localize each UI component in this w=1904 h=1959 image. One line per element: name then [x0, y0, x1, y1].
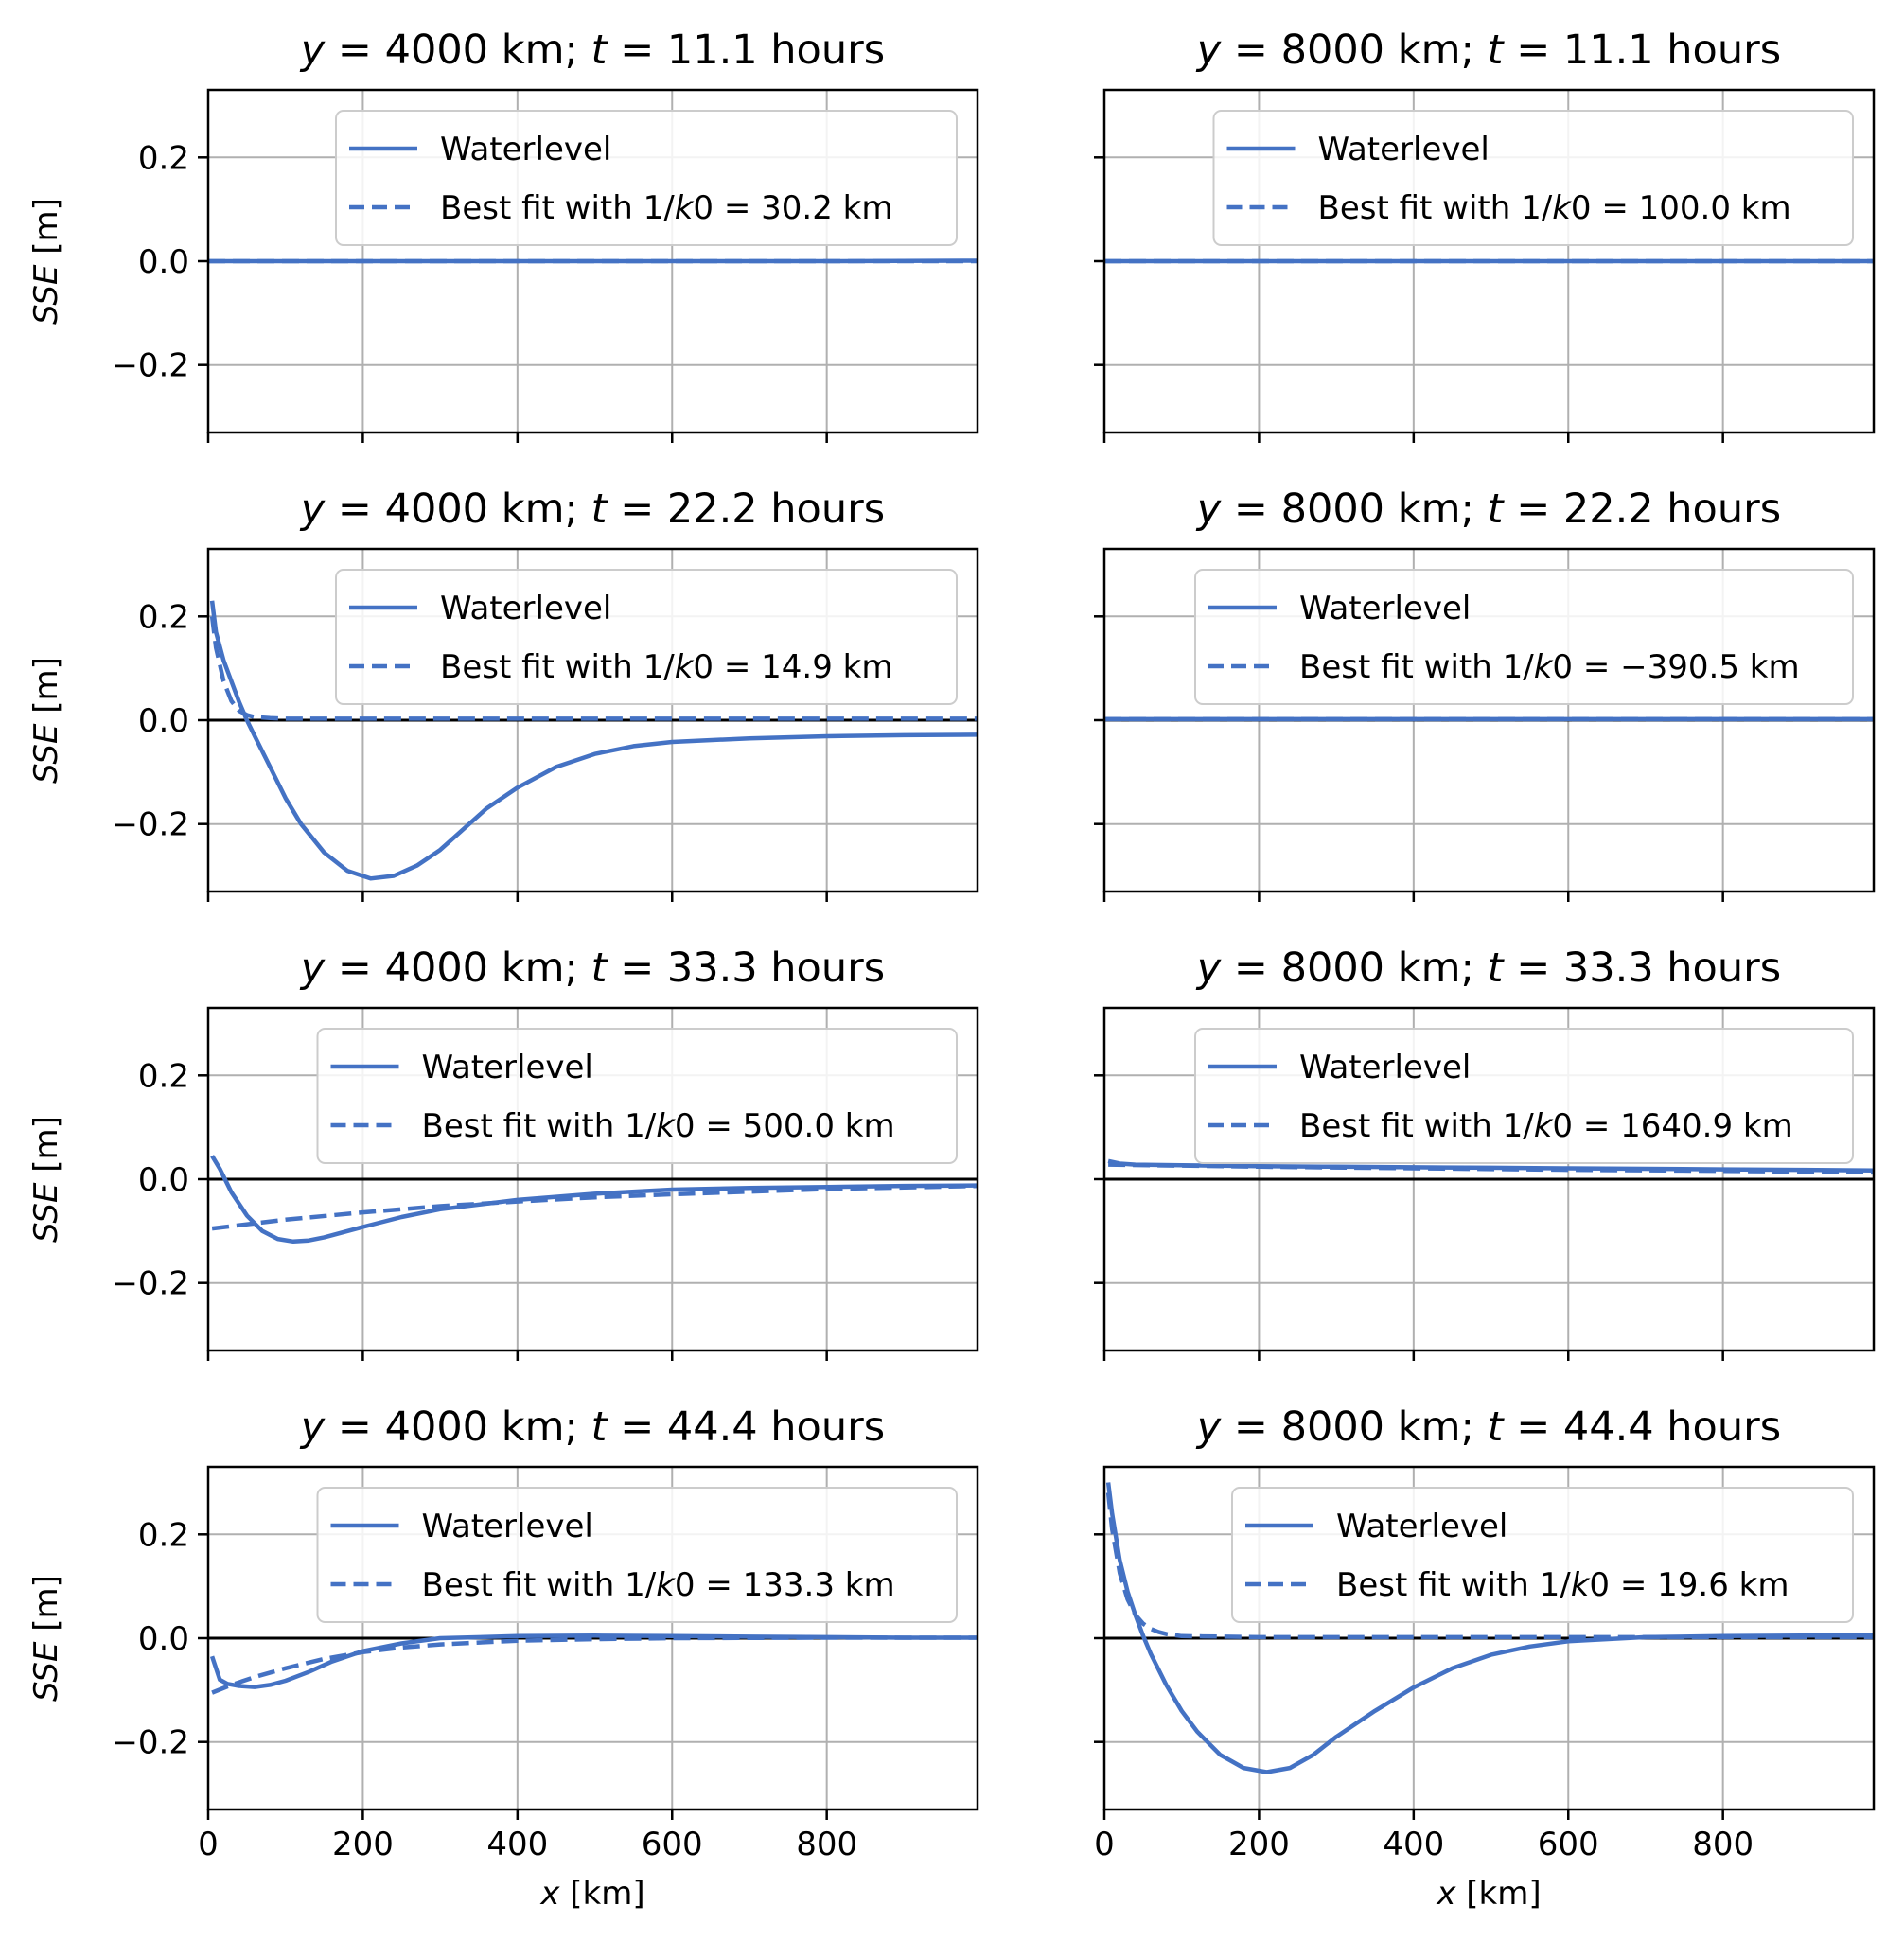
legend-box [316, 1028, 958, 1164]
y-tick-label: −0.2 [111, 1724, 189, 1762]
legend-box [1194, 569, 1854, 705]
legend-box [1212, 110, 1854, 246]
legend-entry: Waterlevel [1318, 131, 1490, 168]
legend: Waterlevel Best fit with 1/k0 = 19.6 km [1231, 1487, 1854, 1623]
x-tick-label: 200 [332, 1826, 394, 1863]
legend-entry: Best fit with 1/k0 = 19.6 km [1336, 1566, 1789, 1604]
y-tick-label: 0.0 [138, 243, 189, 281]
x-tick-label: 0 [1094, 1826, 1115, 1863]
series-bestfit-line [1105, 1492, 1874, 1640]
legend-entry: Best fit with 1/k0 = 100.0 km [1318, 189, 1791, 227]
panel-title: y = 4000 km; t = 11.1 hours [299, 26, 885, 74]
legend-entry: Waterlevel [1336, 1508, 1507, 1545]
y-axis-label: SSE [m] [27, 198, 65, 325]
panel-title: y = 8000 km; t = 11.1 hours [1195, 26, 1781, 74]
series-bestfit-line [211, 1183, 978, 1231]
legend-entry: Best fit with 1/k0 = −390.5 km [1299, 648, 1800, 686]
panel-title: y = 8000 km; t = 44.4 hours [1195, 1403, 1781, 1451]
legend: Waterlevel Best fit with 1/k0 = 14.9 km [335, 569, 958, 705]
legend-box [1194, 1028, 1854, 1164]
y-tick-label: 0.2 [138, 139, 189, 177]
y-tick-label: −0.2 [111, 347, 189, 385]
legend-entry: Best fit with 1/k0 = 30.2 km [440, 189, 892, 227]
y-axis-label: SSE [m] [27, 1116, 65, 1243]
legend: Waterlevel Best fit with 1/k0 = 30.2 km [335, 110, 958, 246]
y-axis-label: SSE [m] [27, 657, 65, 784]
x-tick-label: 800 [1692, 1826, 1754, 1863]
x-axis-label: x [km] [1436, 1875, 1541, 1913]
series-waterlevel-line [210, 1155, 978, 1244]
legend-entry: Best fit with 1/k0 = 1640.9 km [1299, 1107, 1793, 1145]
panel-title: y = 8000 km; t = 22.2 hours [1195, 485, 1781, 533]
series-bestfit-line [1108, 1162, 1874, 1175]
legend-entry: Waterlevel [422, 1049, 593, 1086]
y-tick-label: 0.0 [138, 1161, 189, 1199]
panel-title: y = 4000 km; t = 22.2 hours [299, 485, 885, 533]
x-tick-label: 0 [198, 1826, 219, 1863]
panel-1: 0.2 0.0 −0.2 SSE [m] y = 4000 km; t = 11.1 h… [27, 26, 979, 443]
x-tick-label: 600 [1538, 1826, 1599, 1863]
panel-7: 0 200 400 600 800 0.2 0.0 −0.2 SSE [m] x [km] y = … [27, 1403, 979, 1913]
panel-5: 0.2 0.0 −0.2 SSE [m] y = 4000 km; t = 33.3 h… [27, 944, 979, 1361]
legend-entry: Best fit with 1/k0 = 133.3 km [422, 1566, 895, 1604]
x-tick-label: 400 [486, 1826, 548, 1863]
legend-entry: Best fit with 1/k0 = 500.0 km [422, 1107, 895, 1145]
panel-6: y = 8000 km; t = 33.3 hours Waterlevel Bes… [1094, 944, 1876, 1361]
legend-entry: Waterlevel [440, 131, 611, 168]
legend: Waterlevel Best fit with 1/k0 = −390.5 km [1194, 569, 1854, 705]
legend: Waterlevel Best fit with 1/k0 = 100.0 km [1212, 110, 1854, 246]
legend-entry: Waterlevel [422, 1508, 593, 1545]
legend-entry: Waterlevel [1299, 1049, 1471, 1086]
y-tick-label: 0.2 [138, 1516, 189, 1554]
x-tick-label: 800 [796, 1826, 857, 1863]
legend-entry: Best fit with 1/k0 = 14.9 km [440, 648, 892, 686]
x-tick-label: 200 [1228, 1826, 1290, 1863]
series-bestfit-line [209, 616, 978, 721]
panel-title: y = 8000 km; t = 33.3 hours [1195, 944, 1781, 992]
x-tick-label: 400 [1383, 1826, 1444, 1863]
y-tick-label: 0.0 [138, 702, 189, 740]
legend-entry: Waterlevel [1299, 590, 1471, 627]
legend-box [335, 569, 958, 705]
y-tick-label: 0.2 [138, 1057, 189, 1095]
panel-title: y = 4000 km; t = 44.4 hours [299, 1403, 885, 1451]
y-tick-label: 0.2 [138, 598, 189, 636]
legend: Waterlevel Best fit with 1/k0 = 1640.9 km [1194, 1028, 1854, 1164]
panel-title: y = 4000 km; t = 33.3 hours [299, 944, 885, 992]
y-axis-label: SSE [m] [27, 1575, 65, 1702]
legend-entry: Waterlevel [440, 590, 611, 627]
panel-2: y = 8000 km; t = 11.1 hours Waterlevel Bes… [1094, 26, 1876, 443]
panel-8: 0 200 400 600 800 x [km] y = 8000 km; t = 44.4… [1094, 1403, 1876, 1913]
x-tick-label: 600 [642, 1826, 703, 1863]
legend-box [1231, 1487, 1854, 1623]
panel-3: 0.2 0.0 −0.2 SSE [m] y = 4000 km; t = 22.2 h… [27, 485, 979, 902]
legend-box [335, 110, 958, 246]
legend-box [316, 1487, 958, 1623]
panel-4: y = 8000 km; t = 22.2 hours Waterlevel Bes… [1094, 485, 1876, 902]
x-axis-label: x [km] [539, 1875, 644, 1913]
legend: Waterlevel Best fit with 1/k0 = 500.0 km [316, 1028, 958, 1164]
y-tick-label: −0.2 [111, 806, 189, 844]
series-waterlevel-line [209, 600, 978, 881]
y-tick-label: 0.0 [138, 1620, 189, 1658]
legend: Waterlevel Best fit with 1/k0 = 133.3 km [316, 1487, 958, 1623]
y-tick-label: −0.2 [111, 1265, 189, 1303]
